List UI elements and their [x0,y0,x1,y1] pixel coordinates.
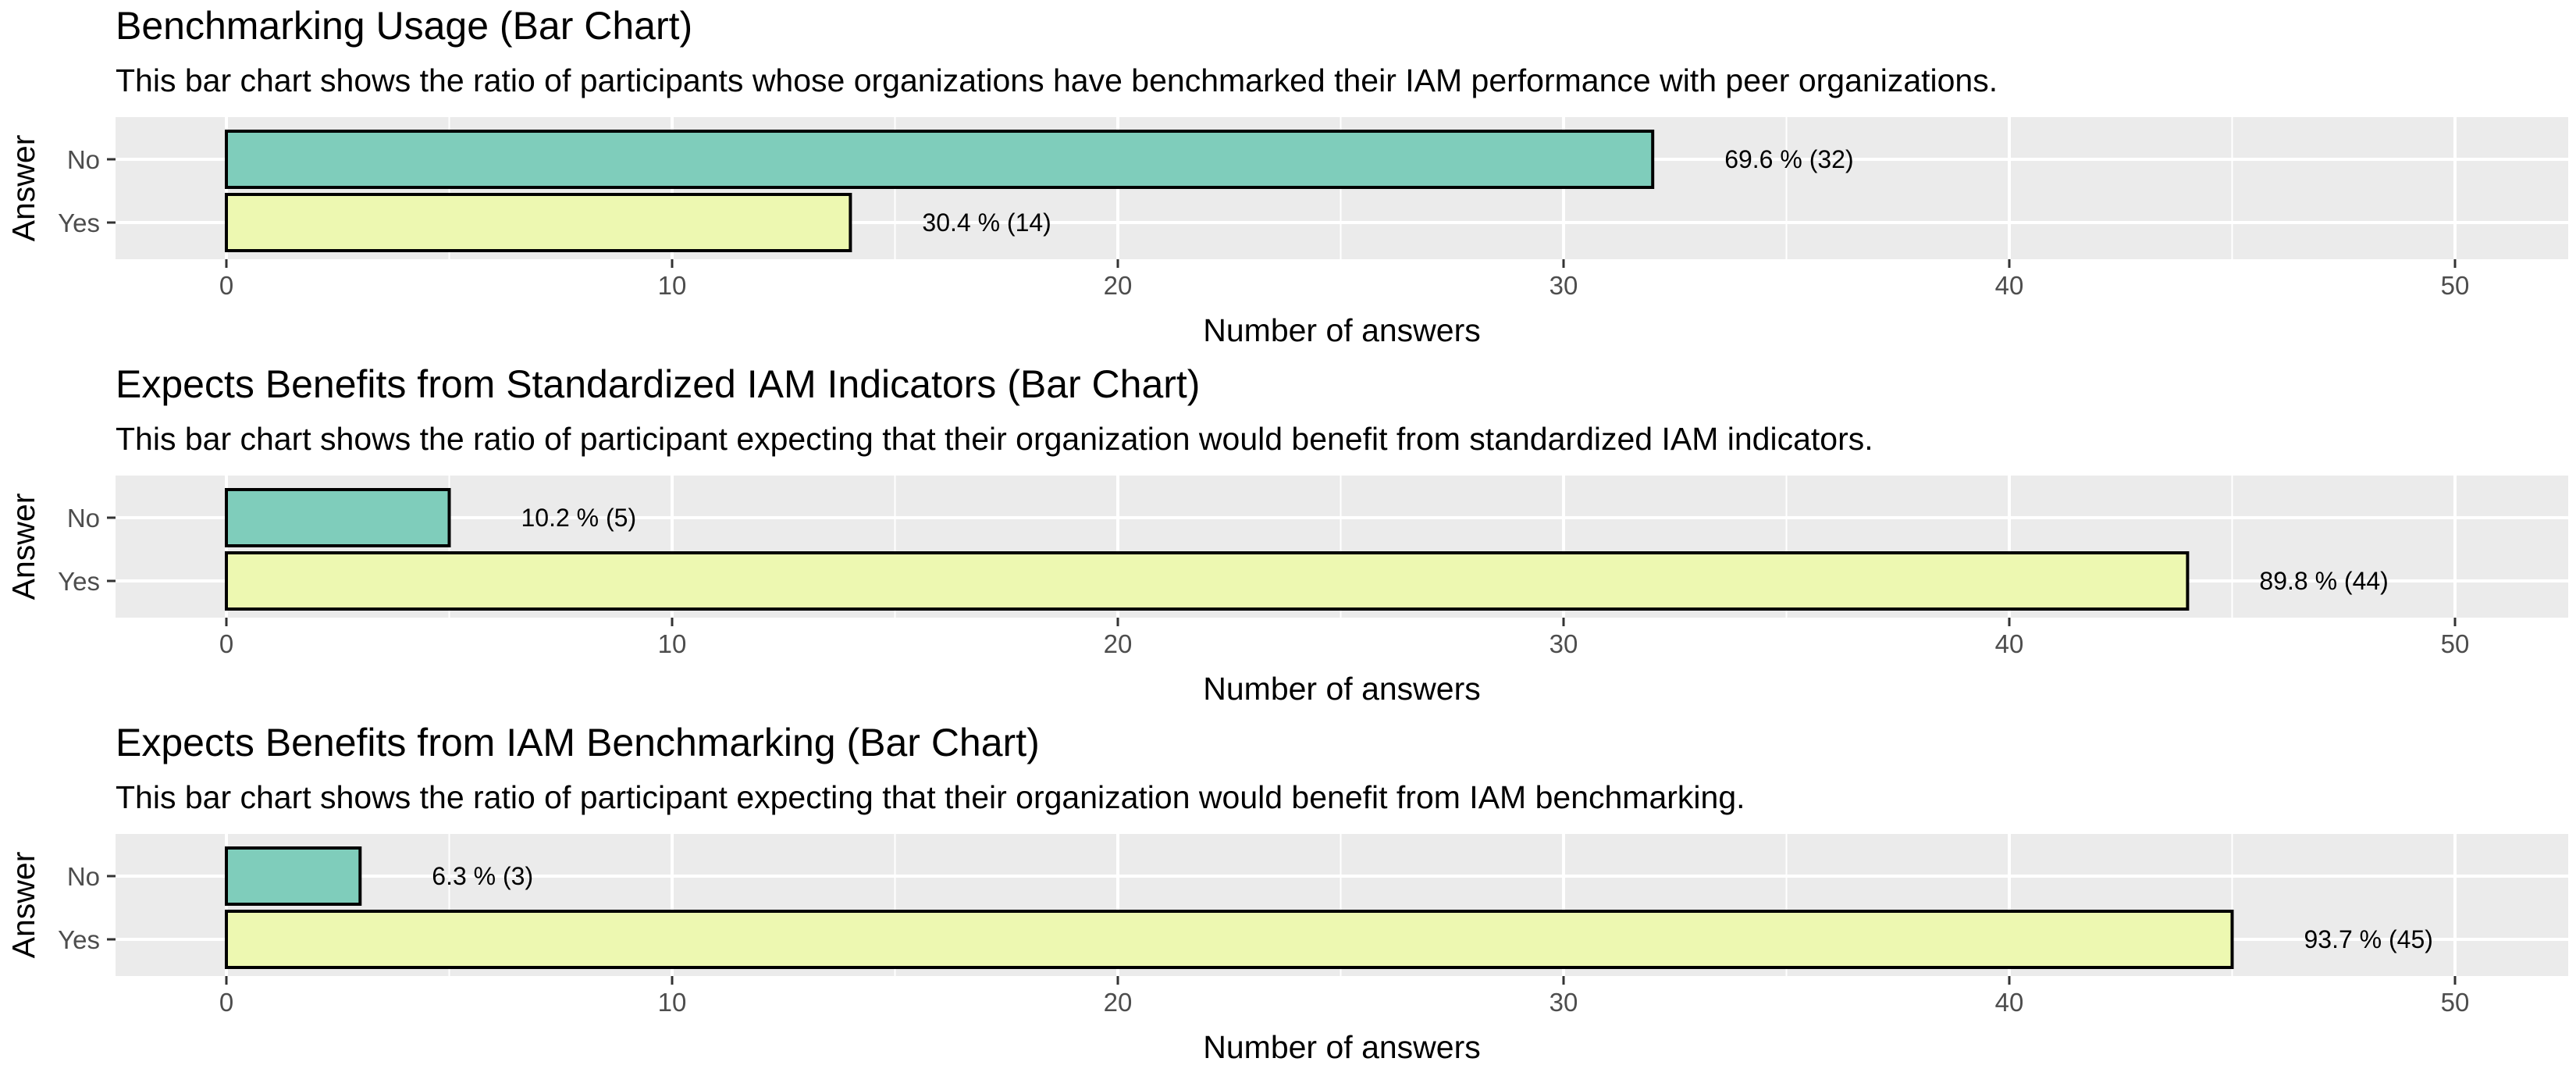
x-tick-label: 0 [219,988,233,1017]
x-tick-label: 20 [1104,629,1133,658]
data-label: 10.2 % (5) [521,504,637,532]
bar-no [225,846,362,906]
data-label: 93.7 % (45) [2304,925,2433,953]
data-label: 6.3 % (3) [432,862,533,890]
y-tick-label: No [67,862,100,891]
bar-yes [225,910,2234,969]
x-tick-label: 30 [1550,629,1578,658]
y-axis-title: Answer [5,493,41,600]
x-tick-label: 50 [2441,271,2470,300]
x-tick-label: 10 [658,988,687,1017]
chart-subtitle: This bar chart shows the ratio of partic… [116,62,1998,98]
chart-panel-1: Benchmarking Usage (Bar Chart) This bar c… [5,4,2568,348]
y-axis-title: Answer [5,852,41,959]
x-tick-label: 10 [658,271,687,300]
bar-yes [225,193,852,252]
bar-no [225,488,451,547]
bar-no [225,130,1655,189]
x-tick-label: 30 [1550,988,1578,1017]
x-tick-label: 50 [2441,629,2470,658]
y-axis-title: Answer [5,135,41,242]
data-label: 89.8 % (44) [2259,567,2388,595]
x-tick-label: 0 [219,271,233,300]
chart-panel-3: Expects Benefits from IAM Benchmarking (… [5,721,2568,1065]
x-tick-label: 30 [1550,271,1578,300]
x-tick-label: 10 [658,629,687,658]
chart-subtitle: This bar chart shows the ratio of partic… [116,421,1873,457]
x-tick-label: 40 [1995,629,2024,658]
x-tick-label: 40 [1995,271,2024,300]
data-label: 69.6 % (32) [1724,145,1853,173]
x-axis-title: Number of answers [1203,312,1480,348]
chart-title: Expects Benefits from Standardized IAM I… [116,362,1200,406]
x-axis-title: Number of answers [1203,1029,1480,1065]
y-tick-label: Yes [58,925,100,954]
y-tick-label: No [67,504,100,533]
chart-title: Benchmarking Usage (Bar Chart) [116,4,692,48]
x-tick-label: 40 [1995,988,2024,1017]
x-tick-label: 20 [1104,271,1133,300]
chart-panel-2: Expects Benefits from Standardized IAM I… [5,362,2568,707]
y-tick-label: Yes [58,208,100,237]
chart-subtitle: This bar chart shows the ratio of partic… [116,779,1745,815]
data-label: 30.4 % (14) [922,208,1051,237]
x-tick-label: 0 [219,629,233,658]
bar-yes [225,551,2190,611]
y-tick-label: Yes [58,567,100,596]
x-tick-label: 50 [2441,988,2470,1017]
x-axis-title: Number of answers [1203,671,1480,707]
chart-title: Expects Benefits from IAM Benchmarking (… [116,721,1040,764]
y-tick-label: No [67,145,100,174]
x-tick-label: 20 [1104,988,1133,1017]
